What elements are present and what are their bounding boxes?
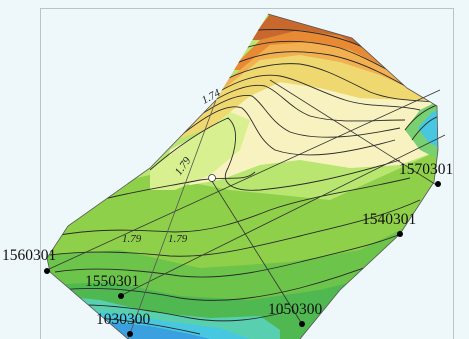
well-label: 1550301	[85, 273, 139, 290]
well-marker	[299, 321, 305, 327]
marker-circle	[208, 174, 216, 182]
map-frame	[40, 8, 454, 339]
band-blue	[110, 322, 210, 339]
band-right-cyan	[418, 110, 438, 148]
contour-line	[149, 117, 401, 191]
section-line	[269, 79, 439, 187]
band-light-green-island	[150, 112, 250, 190]
band-orange	[230, 30, 438, 92]
contour-label-1-79-right: 1.79	[168, 233, 188, 245]
contour-line	[94, 317, 201, 335]
contour-line	[194, 84, 406, 122]
well-label: 1570301	[399, 161, 453, 178]
contour-lines	[49, 14, 438, 335]
contour-line	[184, 94, 401, 138]
well-label: 1030300	[96, 311, 151, 328]
contour-line	[59, 177, 411, 236]
well-1540301[interactable]: 1540301	[362, 211, 416, 237]
section-line	[46, 89, 441, 271]
well-1570301[interactable]: 1570301	[399, 161, 453, 187]
contour-line	[54, 229, 411, 278]
well-marker	[118, 293, 124, 299]
well-marker	[435, 181, 441, 187]
band-light-orange	[200, 42, 438, 102]
well-marker	[127, 331, 133, 337]
contour-line	[59, 257, 391, 301]
well-1030300[interactable]: 1030300	[96, 311, 151, 337]
section-lines	[46, 79, 446, 325]
contour-line	[74, 304, 286, 322]
section-line	[209, 177, 303, 325]
contour-line	[204, 74, 421, 111]
map-boundary	[46, 13, 439, 339]
well-marker	[397, 231, 403, 237]
contour-line	[49, 199, 421, 257]
well-label: 1540301	[362, 211, 416, 228]
well-1560301[interactable]: 1560301	[2, 247, 56, 274]
band-dark-orange	[250, 14, 438, 86]
band-pale-yellow	[165, 82, 438, 185]
contour-label-1-79-left: 1.79	[122, 233, 142, 245]
band-yellow	[175, 55, 438, 140]
well-label: 1560301	[2, 247, 56, 264]
well-marker	[44, 268, 50, 274]
contour-line	[174, 106, 396, 156]
section-line	[119, 134, 446, 297]
well-1550301[interactable]: 1550301	[85, 273, 139, 299]
well-1050300[interactable]: 1050300	[268, 301, 323, 327]
contour-line	[99, 171, 256, 201]
well-label: 1050300	[268, 301, 323, 318]
contour-line	[214, 63, 436, 103]
contour-line	[229, 51, 431, 101]
